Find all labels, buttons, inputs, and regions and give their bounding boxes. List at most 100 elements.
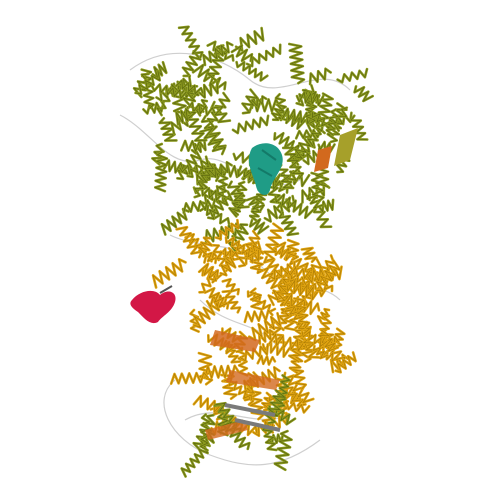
helix-edge: [217, 171, 229, 198]
helix-edge: [319, 199, 334, 213]
helix-edge: [262, 223, 285, 261]
helix-edge: [286, 279, 320, 301]
helix-edge: [135, 71, 161, 95]
helix-edge: [350, 115, 368, 140]
helix-edge: [283, 372, 314, 404]
helix-edge: [241, 89, 259, 114]
helix-edge: [313, 345, 328, 359]
helix-edge: [180, 444, 210, 477]
helix-edge: [317, 308, 330, 324]
lower-gold-domain: [151, 218, 357, 377]
helix-edge: [277, 164, 294, 189]
helix-edge: [264, 389, 286, 424]
helix-edge: [192, 414, 216, 452]
helix-edge: [154, 151, 169, 192]
helix-edge: [198, 263, 219, 279]
helix-edge: [202, 41, 233, 66]
helix-edge: [273, 430, 293, 471]
helix-edge: [270, 104, 285, 121]
helix-edge: [143, 101, 164, 115]
helix-edge: [313, 206, 332, 228]
helix-edge: [183, 107, 207, 142]
helix-edge: [181, 50, 202, 77]
helix-edge: [210, 244, 229, 272]
helix-edge: [237, 167, 257, 184]
helix-edge: [288, 43, 305, 84]
helix-edge: [198, 352, 213, 385]
helix-edge: [257, 354, 276, 366]
helix-edge: [151, 83, 187, 100]
helix-edge: [286, 239, 300, 261]
helix-edge: [306, 193, 324, 209]
helix-edge: [189, 309, 200, 332]
helix-edge: [193, 161, 215, 198]
red-ligand: [130, 285, 176, 324]
helix-edge: [282, 107, 316, 126]
helix-edge: [301, 330, 328, 348]
helix-edge: [269, 333, 308, 353]
helix-edge: [176, 107, 191, 125]
helix-edge: [335, 153, 351, 173]
helix-edge: [287, 266, 311, 280]
orange-strand-upper: [314, 128, 358, 172]
helix-edge: [283, 383, 301, 402]
helix-edge: [243, 170, 261, 185]
helix-edge: [278, 212, 299, 236]
helix-edge: [237, 347, 248, 376]
upper-olive-domain: [132, 25, 374, 253]
helix-edge: [299, 262, 333, 292]
helix-edge: [262, 425, 277, 451]
helix-edge: [309, 68, 332, 85]
helix-edge: [231, 44, 253, 62]
helix-edge: [152, 258, 186, 288]
helix-edge: [187, 156, 209, 178]
teal-ligand: [248, 143, 283, 195]
helix-edge: [249, 219, 269, 234]
helix-edge: [170, 371, 209, 385]
helix-edge: [199, 80, 219, 99]
helix-edge: [337, 68, 368, 83]
helix-edge: [227, 181, 249, 209]
helix-edge: [151, 143, 165, 165]
helix-edge: [275, 193, 314, 219]
helix-edge: [307, 266, 342, 284]
helix-edge: [248, 312, 281, 341]
helix-edge: [222, 290, 241, 313]
helix-edge: [269, 261, 295, 280]
helix-edge: [244, 309, 273, 323]
helix-edge: [222, 278, 240, 295]
helix-edge: [178, 26, 203, 58]
helix-edge: [175, 79, 204, 95]
helix-edge: [354, 86, 374, 102]
helix-edge: [163, 159, 183, 174]
helix-edge: [275, 245, 295, 261]
helix-edge: [215, 219, 239, 240]
helix-edge: [204, 287, 229, 309]
helix-edge: [199, 414, 210, 451]
helix-edge: [198, 237, 213, 256]
helix-edge: [232, 115, 269, 134]
helix-edge: [133, 73, 151, 98]
helix-edge: [236, 61, 268, 82]
helix-edge: [249, 288, 263, 310]
helix-edge: [225, 236, 256, 258]
helix-edge: [220, 257, 237, 276]
helix-edge: [300, 258, 323, 287]
helix-edge: [282, 147, 304, 179]
helix-edge: [335, 352, 357, 373]
helix-edge: [301, 247, 318, 263]
helix-edge: [293, 298, 310, 328]
helix-edge: [186, 101, 215, 117]
helix-edge: [223, 377, 252, 401]
helix-edge: [200, 127, 226, 155]
helix-edge: [248, 390, 265, 420]
helix-edge: [296, 91, 324, 107]
helix-edge: [246, 44, 281, 67]
helix-edge: [193, 394, 224, 413]
helix-edge: [292, 369, 307, 390]
helix-edge: [206, 294, 228, 308]
helix-edge: [219, 247, 238, 260]
helix-edge: [325, 109, 339, 136]
